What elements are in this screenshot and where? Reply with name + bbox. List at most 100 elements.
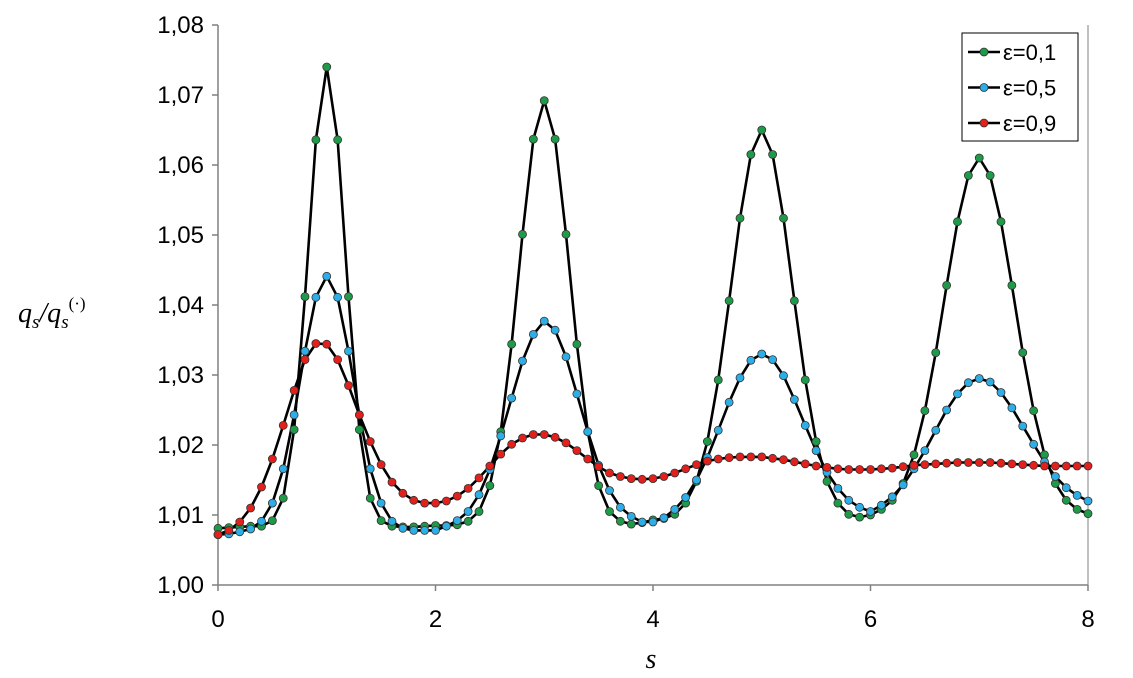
data-point [931,459,941,469]
data-point [974,374,984,383]
data-point [800,375,810,385]
data-point [713,375,723,385]
y-label-part: (·) [69,294,86,313]
data-point [953,389,962,399]
data-point [920,460,930,470]
data-point [528,329,538,339]
data-point [757,125,767,135]
data-point [344,346,353,356]
x-tick-label: 8 [1081,606,1094,633]
data-point [800,420,810,430]
data-point [496,449,506,459]
y-tick-label: 1,08 [157,12,204,39]
data-point [811,461,821,471]
data-point [855,512,865,522]
data-point [572,389,582,399]
data-point [637,474,647,484]
data-point [942,280,952,290]
data-point [920,446,930,456]
data-point [931,348,941,358]
data-point [1018,421,1028,431]
data-point [550,432,560,442]
data-point [659,513,669,523]
data-point [1050,472,1060,481]
data-point [289,385,299,395]
data-point [670,468,680,478]
data-point [322,339,332,349]
data-point [887,463,897,473]
data-point [735,452,745,462]
data-point [822,462,832,472]
data-point [441,521,451,531]
data-point [811,437,821,446]
data-point [311,339,321,348]
data-point [692,460,701,470]
data-point [985,171,995,180]
data-point [474,490,484,500]
data-point [648,474,658,484]
data-point [267,498,277,508]
data-point [996,388,1006,397]
data-point [822,476,832,486]
data-point [387,516,397,526]
data-point [246,503,256,513]
data-point [550,134,560,144]
data-point [1072,461,1082,471]
data-point [507,393,517,403]
data-point [1061,461,1071,471]
data-point [844,465,854,474]
data-point [800,459,810,469]
data-point [746,150,756,159]
data-point [289,425,299,435]
data-point [463,516,473,526]
data-point [1061,483,1071,493]
data-point [474,507,484,516]
data-point [855,502,865,512]
data-point [474,473,484,483]
x-tick-label: 0 [211,606,224,633]
data-point [1083,461,1093,471]
data-point [561,229,571,239]
data-point [420,498,430,508]
data-point [354,410,364,420]
data-point [528,430,538,439]
data-point [561,438,571,448]
legend-label: ε=0,5 [1003,76,1056,101]
data-point [768,453,778,463]
data-point [615,502,625,512]
data-point [866,465,875,474]
data-point [1050,461,1060,471]
data-point [735,373,745,383]
data-point [702,456,712,466]
data-point [452,491,462,501]
data-point [528,134,538,144]
data-point [496,431,506,441]
data-point [376,460,386,470]
data-point [1029,406,1039,416]
data-point [953,217,962,227]
data-point [985,458,995,467]
data-point [594,481,604,491]
data-point [898,462,908,472]
data-point [257,482,266,492]
data-point [996,217,1006,227]
data-point [1061,495,1071,505]
y-axis-label: qs/qs(·) [18,294,86,333]
data-point [724,397,734,407]
x-tick-label: 4 [646,606,659,633]
data-point [811,446,821,456]
data-point [942,458,952,468]
data-point [844,509,854,519]
data-point [300,292,310,302]
data-point [768,150,778,159]
data-point [431,498,440,508]
data-point [605,486,614,495]
data-point [746,452,756,462]
data-point [724,296,734,306]
data-point [344,381,353,390]
data-point [681,464,691,474]
data-point [289,410,299,420]
legend-label: ε=0,9 [1003,111,1056,136]
data-point [963,458,973,467]
data-point [779,455,788,465]
